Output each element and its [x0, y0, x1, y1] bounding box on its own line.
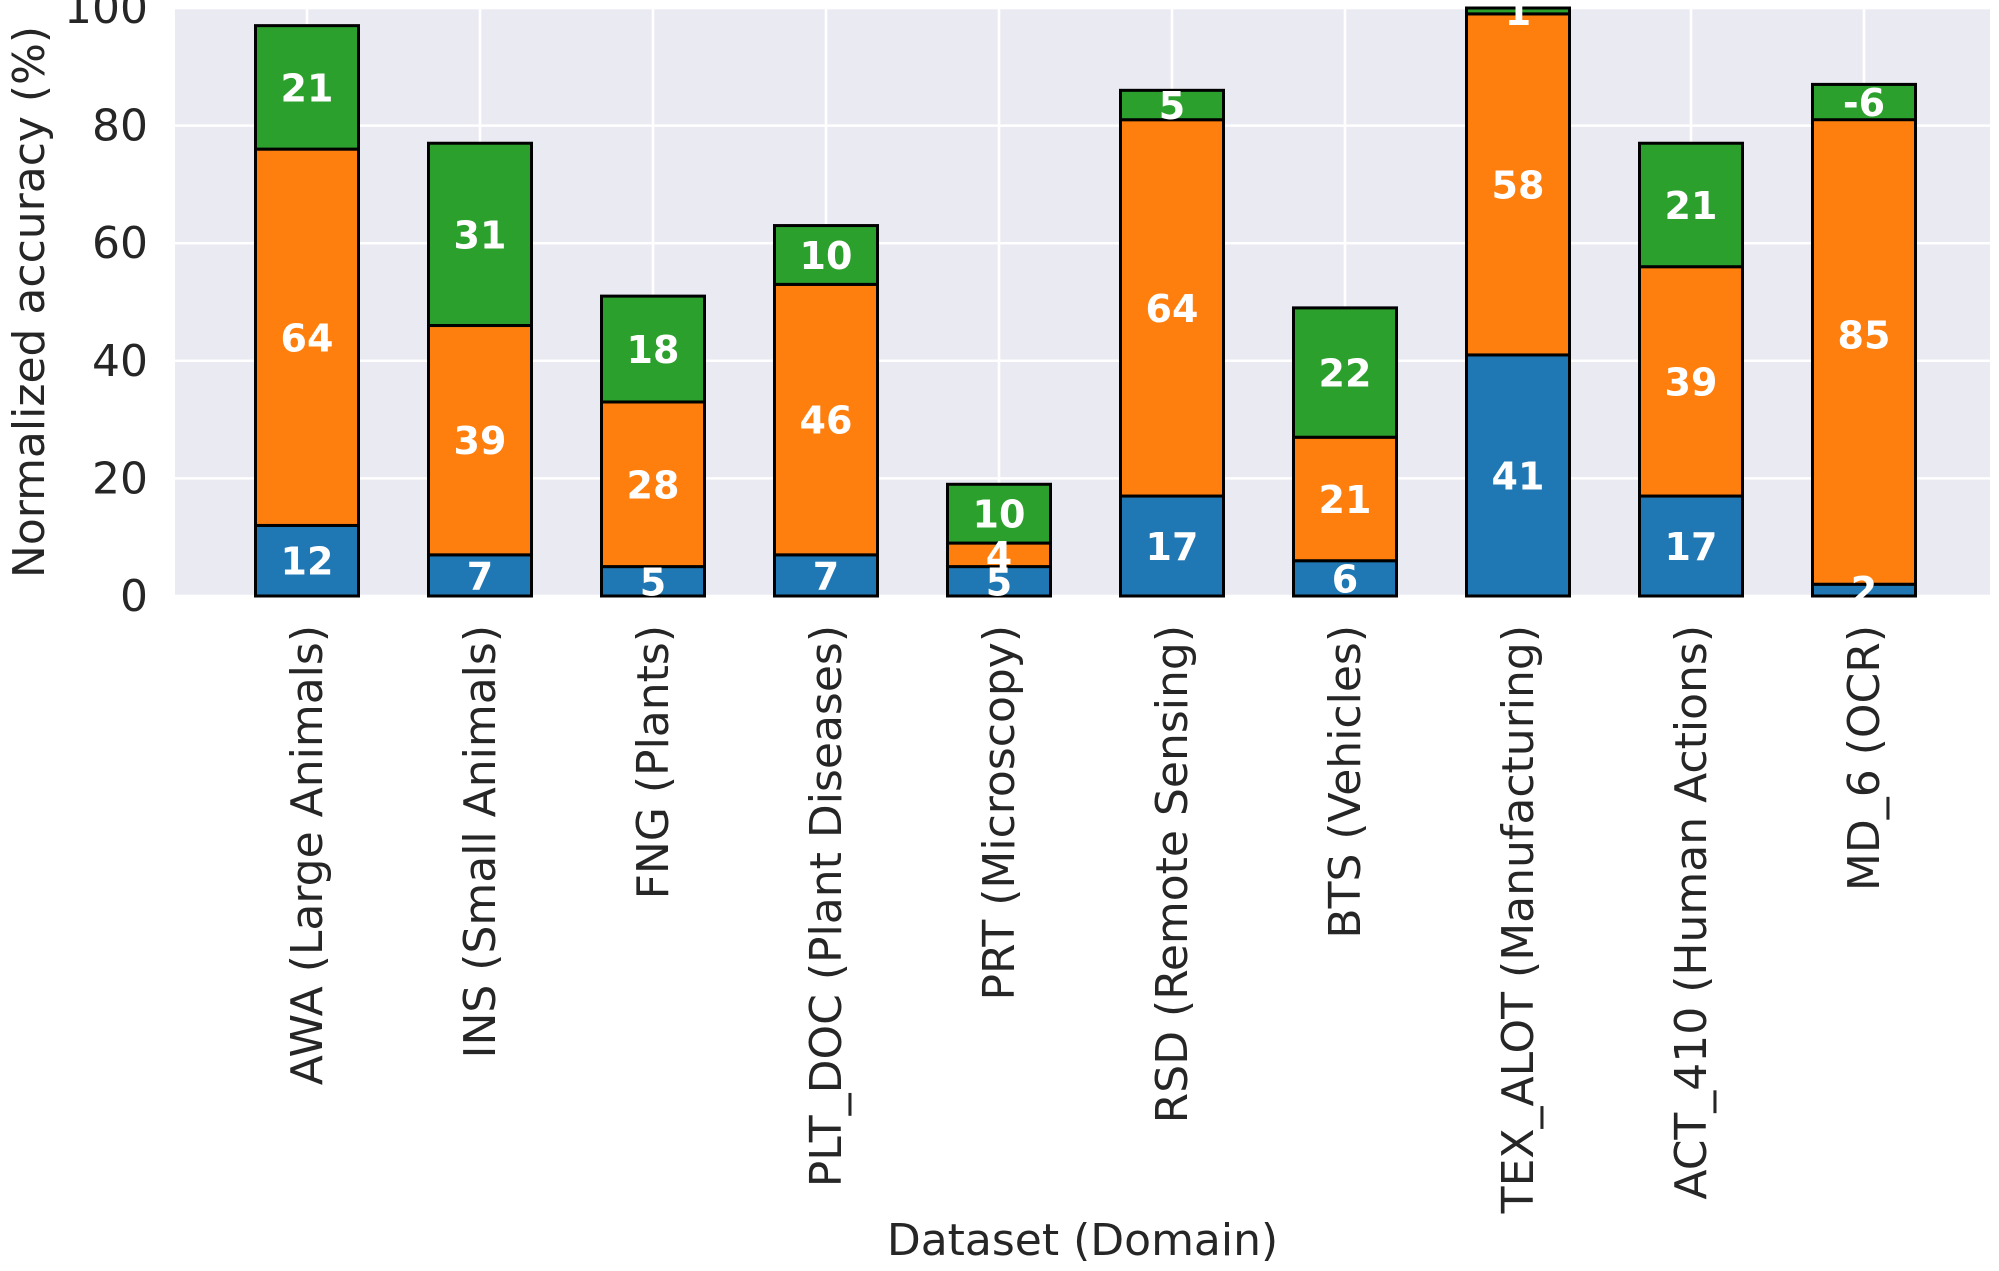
bar-segment	[1811, 82, 1917, 122]
bar-segment	[600, 294, 706, 404]
x-tick-label: TEX_ALOT (Manufacturing)	[1493, 625, 1544, 1214]
x-axis-title: Dataset (Domain)	[887, 1215, 1278, 1266]
bar-segment	[1465, 12, 1571, 357]
segment-value-label: 1	[1505, 0, 1531, 34]
x-tick-label: FNG (Plants)	[628, 625, 679, 899]
segment-value-label: 7	[813, 554, 839, 598]
bar-segment	[773, 224, 879, 286]
segment-value-label: 64	[281, 316, 334, 360]
y-tick-label: 40	[92, 336, 148, 387]
bar-segment	[1119, 88, 1225, 122]
segment-value-label: 12	[281, 540, 334, 584]
x-tick-label: PLT_DOC (Plant Diseases)	[801, 625, 852, 1187]
bar-segment	[427, 141, 533, 328]
bar-segment	[946, 565, 1052, 598]
bar-segment	[946, 482, 1052, 545]
x-tick-label: AWA (Large Animals)	[282, 625, 333, 1085]
bar-segment	[773, 282, 879, 557]
bar-segment	[1119, 118, 1225, 498]
y-tick-label: 60	[92, 218, 148, 269]
bar-segment	[773, 553, 879, 598]
segment-value-label: 5	[640, 560, 666, 604]
segment-value-label: 10	[973, 493, 1026, 537]
y-tick-label: 20	[92, 453, 148, 504]
bar-segment	[1465, 353, 1571, 598]
x-tick-label: INS (Small Animals)	[455, 625, 506, 1059]
segment-value-label: -6	[1843, 81, 1885, 125]
segment-value-label: 31	[454, 213, 507, 257]
segment-value-label: 5	[1159, 84, 1185, 128]
segment-value-label: 46	[800, 399, 853, 443]
bar-segment	[254, 147, 360, 527]
segment-value-label: 21	[1319, 478, 1372, 522]
segment-value-label: 41	[1492, 454, 1545, 498]
y-tick-label: 100	[64, 0, 148, 34]
bar-segment	[1465, 6, 1571, 16]
segment-value-label: 10	[800, 234, 853, 278]
segment-value-label: 39	[1665, 360, 1718, 404]
bar-segment	[427, 324, 533, 557]
segment-value-label: 6	[1332, 557, 1358, 601]
bar-segment	[1638, 141, 1744, 269]
bar-segment	[1638, 494, 1744, 598]
y-tick-label: 80	[92, 101, 148, 152]
segment-value-label: 39	[454, 419, 507, 463]
segment-value-label: 18	[627, 328, 680, 372]
y-axis-title: Normalized accuracy (%)	[4, 26, 55, 578]
bar-segment	[1811, 82, 1917, 586]
segment-value-label: 5	[986, 560, 1012, 604]
segment-value-label: 17	[1146, 525, 1199, 569]
segment-value-label: 21	[1665, 184, 1718, 228]
bar-segment	[254, 24, 360, 151]
bar-segment	[1292, 435, 1398, 563]
bars	[254, 6, 1917, 598]
x-axis-ticks: AWA (Large Animals) INS (Small Animals) FN…	[282, 625, 1890, 1214]
segment-value-label: 7	[467, 554, 493, 598]
segment-value-label: 4	[986, 534, 1012, 578]
bar-segment	[427, 553, 533, 598]
segment-value-label: 28	[627, 463, 680, 507]
bar-segment	[600, 565, 706, 598]
bar-segment	[1119, 494, 1225, 598]
y-axis-ticks: 0 20 40 60 80 100	[64, 0, 148, 622]
bar-segment	[1292, 559, 1398, 598]
x-tick-label: BTS (Vehicles)	[1320, 625, 1371, 939]
x-tick-label: RSD (Remote Sensing)	[1147, 625, 1198, 1123]
x-tick-label: PRT (Microscopy)	[974, 625, 1025, 1001]
segment-value-label: 21	[281, 66, 334, 110]
y-tick-label: 0	[120, 571, 148, 622]
segment-labels: 1264217393152818746105410176456212241581…	[281, 0, 1891, 613]
segment-value-label: 85	[1838, 313, 1891, 357]
x-tick-label: ACT_410 (Human Actions)	[1666, 625, 1717, 1200]
segment-value-label: 64	[1146, 287, 1199, 331]
bar-segment	[1638, 265, 1744, 498]
bar-segment	[600, 400, 706, 569]
segment-value-label: 2	[1851, 569, 1877, 613]
bar-segment	[1292, 306, 1398, 439]
segment-value-label: 22	[1319, 352, 1372, 396]
segment-value-label: 17	[1665, 525, 1718, 569]
x-tick-label: MD_6 (OCR)	[1839, 625, 1890, 891]
segment-value-label: 58	[1492, 163, 1545, 207]
